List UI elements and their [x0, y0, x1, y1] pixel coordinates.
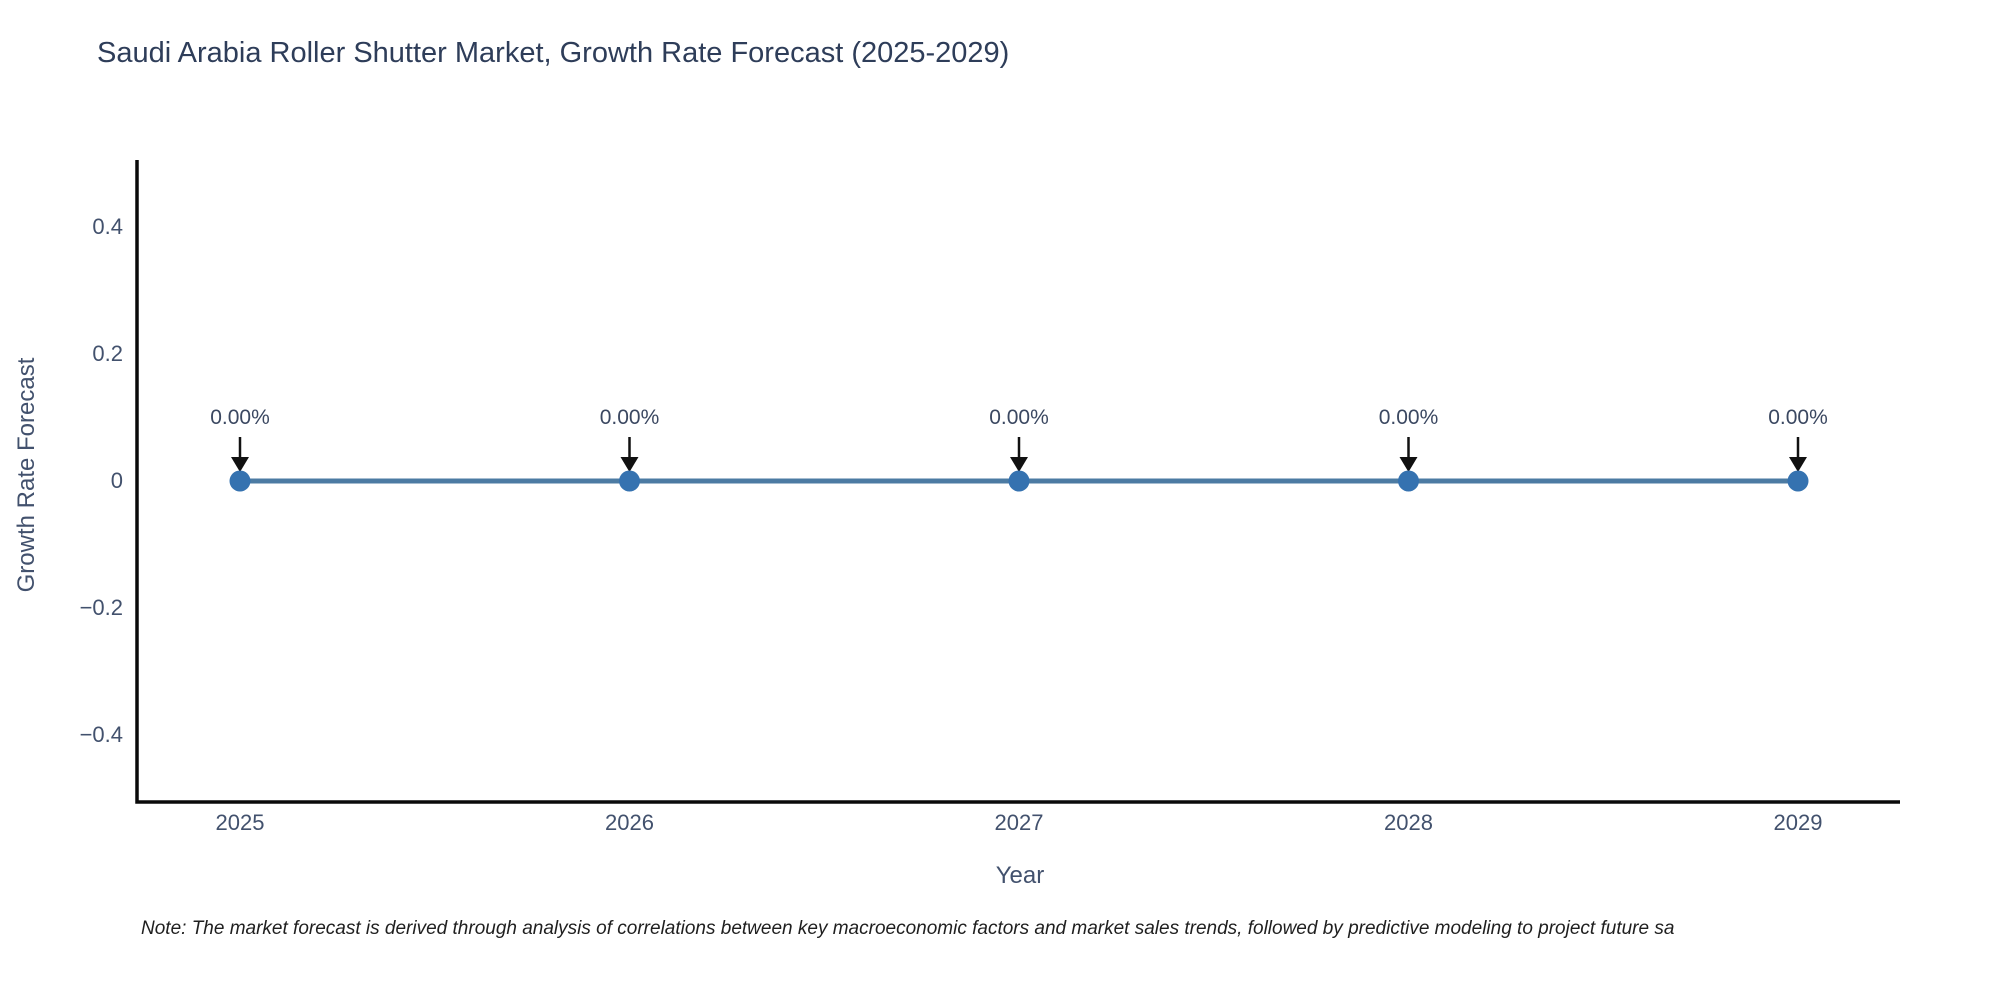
x-tick-label: 2025: [215, 810, 265, 835]
data-point-marker: [1008, 470, 1030, 492]
point-annotation: 0.00%: [1378, 406, 1439, 429]
axis-spines: [135, 160, 1900, 804]
x-tick-label: 2026: [605, 810, 654, 835]
annotation-arrowhead: [1010, 457, 1028, 472]
data-point-marker: [1398, 470, 1419, 492]
point-annotation: 0.00%: [599, 406, 660, 429]
data-point-marker: [1787, 470, 1809, 492]
annotation-arrowhead: [620, 457, 639, 472]
footnote: Note: The market forecast is derived thr…: [141, 918, 1675, 939]
annotation-arrowhead: [1789, 457, 1807, 472]
annotation-arrowhead: [231, 457, 249, 472]
point-annotation: 0.00%: [1768, 406, 1828, 429]
y-tick-label: −0.4: [79, 722, 123, 747]
x-tick-label: 2029: [1773, 810, 1823, 835]
x-tick-label: 2028: [1384, 810, 1433, 835]
y-tick-label: 0: [110, 468, 123, 493]
x-axis-title: Year: [995, 862, 1045, 889]
point-annotation: 0.00%: [210, 406, 270, 429]
y-tick-label: 0.2: [92, 341, 123, 366]
point-annotation: 0.00%: [989, 406, 1049, 429]
x-tick-label: 2027: [994, 810, 1044, 835]
data-point-marker: [229, 470, 251, 492]
data-point-marker: [619, 470, 640, 492]
y-tick-label: −0.2: [79, 595, 123, 620]
y-tick-label: 0.4: [92, 214, 123, 239]
chart-title: Saudi Arabia Roller Shutter Market, Grow…: [97, 37, 1010, 69]
annotation-arrowhead: [1399, 457, 1418, 472]
